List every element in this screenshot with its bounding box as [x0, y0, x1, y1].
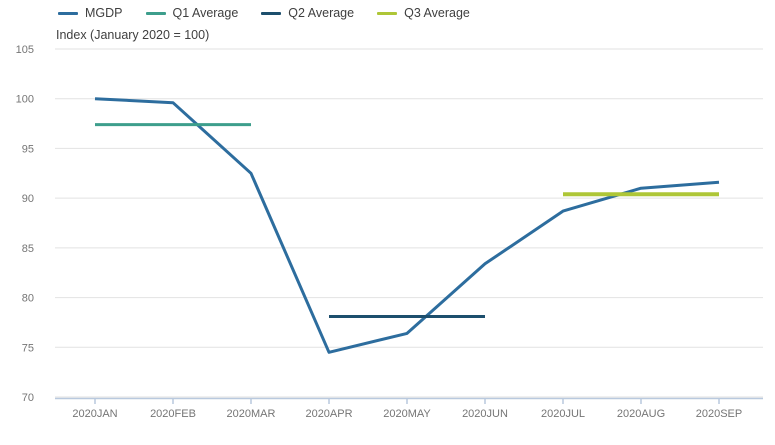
y-axis-tick-70: 70 — [22, 392, 34, 404]
y-axis-tick-105: 105 — [16, 44, 34, 56]
y-axis-tick-100: 100 — [16, 94, 34, 106]
legend-item-q2-average[interactable]: Q2 Average — [261, 4, 354, 22]
chart-subtitle: Index (January 2020 = 100) — [56, 28, 210, 42]
y-axis-tick-80: 80 — [22, 293, 34, 305]
x-axis-tick-2020FEB: 2020FEB — [150, 408, 196, 420]
chart-legend: MGDP Q1 Average Q2 Average Q3 Average — [58, 4, 470, 22]
x-axis-tick-2020SEP: 2020SEP — [696, 408, 742, 420]
y-axis-tick-90: 90 — [22, 193, 34, 205]
legend-swatch-mgdp-icon — [58, 11, 78, 15]
legend-label-mgdp: MGDP — [85, 6, 123, 20]
y-axis-tick-85: 85 — [22, 243, 34, 255]
legend-label-q3-average: Q3 Average — [404, 6, 470, 20]
x-axis-tick-2020JUN: 2020JUN — [462, 408, 508, 420]
legend-label-q2-average: Q2 Average — [288, 6, 355, 20]
x-axis-tick-2020MAY: 2020MAY — [383, 408, 431, 420]
legend-item-q3-average[interactable]: Q3 Average — [377, 4, 470, 22]
y-axis-tick-95: 95 — [22, 143, 34, 155]
x-axis-tick-2020JAN: 2020JAN — [72, 408, 117, 420]
x-axis-tick-2020MAR: 2020MAR — [227, 408, 276, 420]
legend-swatch-q1-icon — [145, 11, 166, 15]
series-line-mgdp — [94, 97, 720, 354]
legend-label-q1-average: Q1 Average — [172, 6, 239, 20]
legend-item-q1-average[interactable]: Q1 Average — [145, 4, 239, 22]
legend-swatch-q3-icon — [377, 11, 398, 15]
x-axis-tick-2020APR: 2020APR — [305, 408, 352, 420]
y-axis-tick-75: 75 — [22, 342, 34, 354]
x-axis-tick-2020JUL: 2020JUL — [541, 408, 585, 420]
legend-item-mgdp[interactable]: MGDP — [58, 4, 123, 22]
legend-swatch-q2-icon — [261, 11, 282, 15]
x-axis-tick-2020AUG: 2020AUG — [617, 408, 665, 420]
